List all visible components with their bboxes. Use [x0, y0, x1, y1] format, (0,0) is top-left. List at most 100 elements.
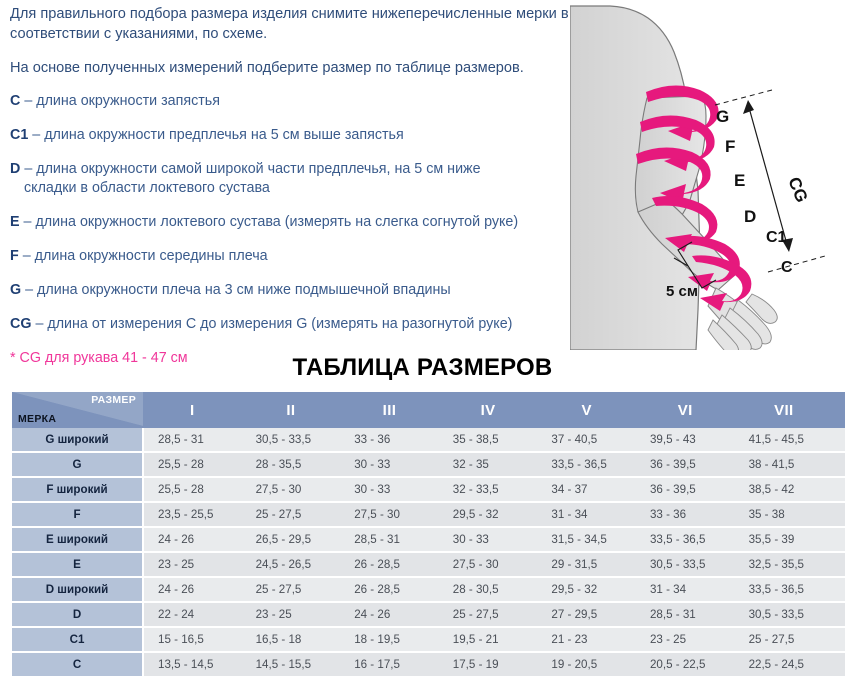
table-cell: 24 - 26 — [340, 602, 439, 628]
table-cell: 16,5 - 18 — [241, 627, 341, 653]
corner-measure-label: МЕРКА — [18, 413, 57, 425]
row-measure-label: E широкий — [12, 527, 144, 553]
measure-line-d: D – длина окружности самой широкой части… — [10, 160, 570, 198]
cg-dimension-arrow — [714, 89, 826, 273]
row-measure-label: F — [12, 502, 144, 528]
table-cell: 30 - 33 — [340, 452, 439, 478]
table-cell: 21 - 23 — [537, 627, 636, 653]
table-cell: 31 - 34 — [537, 502, 636, 528]
table-cell: 32,5 - 35,5 — [734, 552, 834, 578]
diagram-label-c: C — [781, 259, 793, 276]
table-row: E широкий 24 - 26 26,5 - 29,5 28,5 - 31 30 -… — [12, 527, 845, 553]
table-cell: 24 - 26 — [143, 527, 242, 553]
measure-code-f: F — [10, 248, 19, 264]
table-cell: 32 - 33,5 — [438, 477, 538, 503]
table-cell: 27,5 - 30 — [833, 627, 845, 653]
measure-band-c-icon — [692, 255, 752, 311]
hand — [707, 287, 778, 350]
table-row: E 23 - 25 24,5 - 26,5 26 - 28,5 27,5 - 30 29 … — [12, 552, 845, 578]
table-cell: 34 - 37 — [537, 477, 636, 503]
table-cell: 31,5 - 34,5 — [537, 527, 636, 553]
table-cell: 22,5 - 24,5 — [734, 652, 834, 676]
table-cell: 26 - 28,5 — [340, 577, 439, 603]
measure-text-d: – длина окружности самой широкой части п… — [24, 161, 481, 177]
size-table: РАЗМЕР МЕРКА I II III IV V VI VII VIII G… — [12, 392, 845, 676]
intro-paragraph-2: На основе полученных измерений подберите… — [10, 60, 524, 76]
table-cell: 28 - 30,5 — [438, 577, 538, 603]
row-measure-label: D — [12, 602, 144, 628]
table-cell: 33,5 - 36,5 — [734, 577, 834, 603]
table-cell: 19,5 - 21 — [438, 627, 538, 653]
measure-band-e-icon — [636, 147, 711, 203]
table-cell: 33 - 36 — [340, 428, 439, 453]
row-measure-label: F широкий — [12, 477, 144, 503]
table-cell: 24,5 - 26,5 — [241, 552, 341, 578]
arm-measurement-diagram: G F E D C1 C CG 5 см — [570, 0, 845, 350]
table-cell: 23 - 25 — [143, 552, 242, 578]
table-row: D широкий 24 - 26 25 - 27,5 26 - 28,5 28 - 3… — [12, 577, 845, 603]
table-cell: 23 - 25 — [241, 602, 341, 628]
table-cell: 28 - 35,5 — [241, 452, 341, 478]
diagram-label-f: F — [725, 137, 735, 156]
row-measure-label: G — [12, 452, 144, 478]
table-cell: 41,5 - 45,5 — [734, 428, 834, 453]
table-cell: 23,5 - 25,5 — [143, 502, 242, 528]
diagram-label-d: D — [744, 207, 756, 226]
cg-sleeve-note: * CG для рукава 41 - 47 см — [10, 350, 188, 366]
table-cell: 25,5 - 28 — [143, 477, 242, 503]
column-header-vi: VI — [635, 392, 735, 428]
measure-band-d-icon — [652, 196, 718, 252]
table-cell: 22 - 24 — [143, 602, 242, 628]
table-cell: 39,5 - 43 — [635, 428, 735, 453]
measure-text-e: – длина окружности локтевого сустава (из… — [23, 214, 519, 230]
table-row: F 23,5 - 25,5 25 - 27,5 27,5 - 30 29,5 - 32 3… — [12, 502, 845, 528]
table-cell: 36 - 39,5 — [635, 477, 735, 503]
diagram-label-g: G — [716, 107, 729, 126]
table-body: G широкий 28,5 - 31 30,5 - 33,5 33 - 36 35 -… — [12, 428, 845, 676]
measure-code-g: G — [10, 282, 22, 298]
table-cell: 15 - 16,5 — [143, 627, 242, 653]
size-table-container: РАЗМЕР МЕРКА I II III IV V VI VII VIII G… — [12, 392, 845, 676]
table-cell: 18 - 19,5 — [340, 627, 439, 653]
table-cell: 30,5 - 33,5 — [241, 428, 341, 453]
measure-line-cg: CG – длина от измерения C до измерения G… — [10, 315, 570, 334]
table-cell: 27,5 - 30 — [241, 477, 341, 503]
table-corner-cell: РАЗМЕР МЕРКА — [12, 392, 143, 428]
table-cell: 26 - 28,5 — [340, 552, 439, 578]
table-cell: 37,5 - 41 — [833, 502, 845, 528]
table-header-row: РАЗМЕР МЕРКА I II III IV V VI VII VIII — [12, 392, 845, 428]
table-cell: 28,5 - 31 — [143, 428, 242, 453]
table-cell: 27,5 - 30 — [438, 552, 538, 578]
table-cell: 25 - 27,5 — [241, 502, 341, 528]
table-cell: 38,5 - 42 — [734, 477, 834, 503]
table-cell: 27,5 - 30 — [340, 502, 439, 528]
table-cell: 30 - 33 — [438, 527, 538, 553]
table-cell: 17,5 - 19 — [438, 652, 538, 676]
table-cell: 25 - 27,5 — [241, 577, 341, 603]
table-cell: 35 - 38 — [734, 502, 834, 528]
diagram-label-5cm: 5 см — [666, 283, 698, 300]
table-cell: 28,5 - 31 — [340, 527, 439, 553]
table-cell: 30,5 - 33,5 — [734, 602, 834, 628]
table-row: C 13,5 - 14,5 14,5 - 15,5 16 - 17,5 17,5 - 1… — [12, 652, 845, 676]
table-cell: 13,5 - 14,5 — [143, 652, 242, 676]
table-cell: 23 - 25 — [635, 627, 735, 653]
table-cell: 33,5 - 36,5 — [537, 452, 636, 478]
top-section: Для правильного подбора размера изделия … — [10, 0, 845, 366]
table-cell: 14,5 - 15,5 — [241, 652, 341, 676]
measure-code-c: C — [10, 93, 21, 109]
table-row: C1 15 - 16,5 16,5 - 18 18 - 19,5 19,5 - 21 21… — [12, 627, 845, 653]
column-header-iv: IV — [438, 392, 538, 428]
column-header-ii: II — [241, 392, 341, 428]
intro-paragraph-1: Для правильного подбора размера изделия … — [10, 6, 569, 42]
table-cell: 19 - 20,5 — [537, 652, 636, 676]
diagram-label-c1: C1 — [766, 229, 787, 246]
measure-text-f: – длина окружности середины плеча — [22, 248, 268, 264]
row-measure-label: D широкий — [12, 577, 144, 603]
measure-text-d-cont: складки в области локтевого сустава — [24, 180, 270, 196]
table-row: G 25,5 - 28 28 - 35,5 30 - 33 32 - 35 33,5 - … — [12, 452, 845, 478]
five-cm-bracket — [673, 241, 717, 289]
table-cell: 33,5 - 36,5 — [635, 527, 735, 553]
row-measure-label: E — [12, 552, 144, 578]
table-cell: 33 - 36 — [635, 502, 735, 528]
